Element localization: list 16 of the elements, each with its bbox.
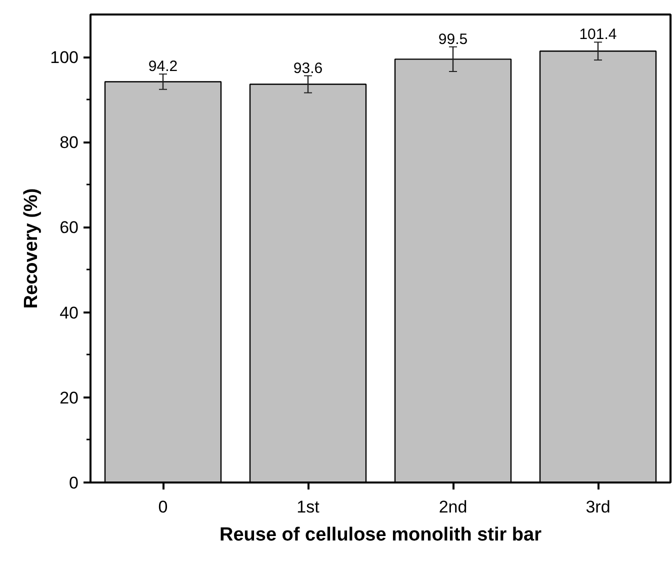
y-tick-label: 40 (60, 303, 79, 322)
x-axis-title: Reuse of cellulose monolith stir bar (219, 524, 542, 546)
data-label: 93.6 (293, 60, 323, 77)
x-tick-label: 0 (158, 498, 168, 516)
data-label: 94.2 (148, 58, 178, 76)
x-tick-label: 3rd (586, 498, 610, 516)
x-tick-label: 1st (296, 498, 320, 516)
y-tick-label: 20 (60, 388, 79, 408)
x-tick-label: 2nd (438, 498, 468, 516)
y-tick-label: 100 (50, 48, 79, 68)
data-label: 99.5 (438, 30, 468, 48)
y-tick-label: 0 (69, 474, 79, 492)
data-label: 101.4 (579, 26, 617, 44)
y-axis-title: Recovery (%) (21, 188, 42, 309)
y-tick-label: 60 (60, 218, 79, 238)
y-tick-label: 80 (60, 133, 79, 152)
